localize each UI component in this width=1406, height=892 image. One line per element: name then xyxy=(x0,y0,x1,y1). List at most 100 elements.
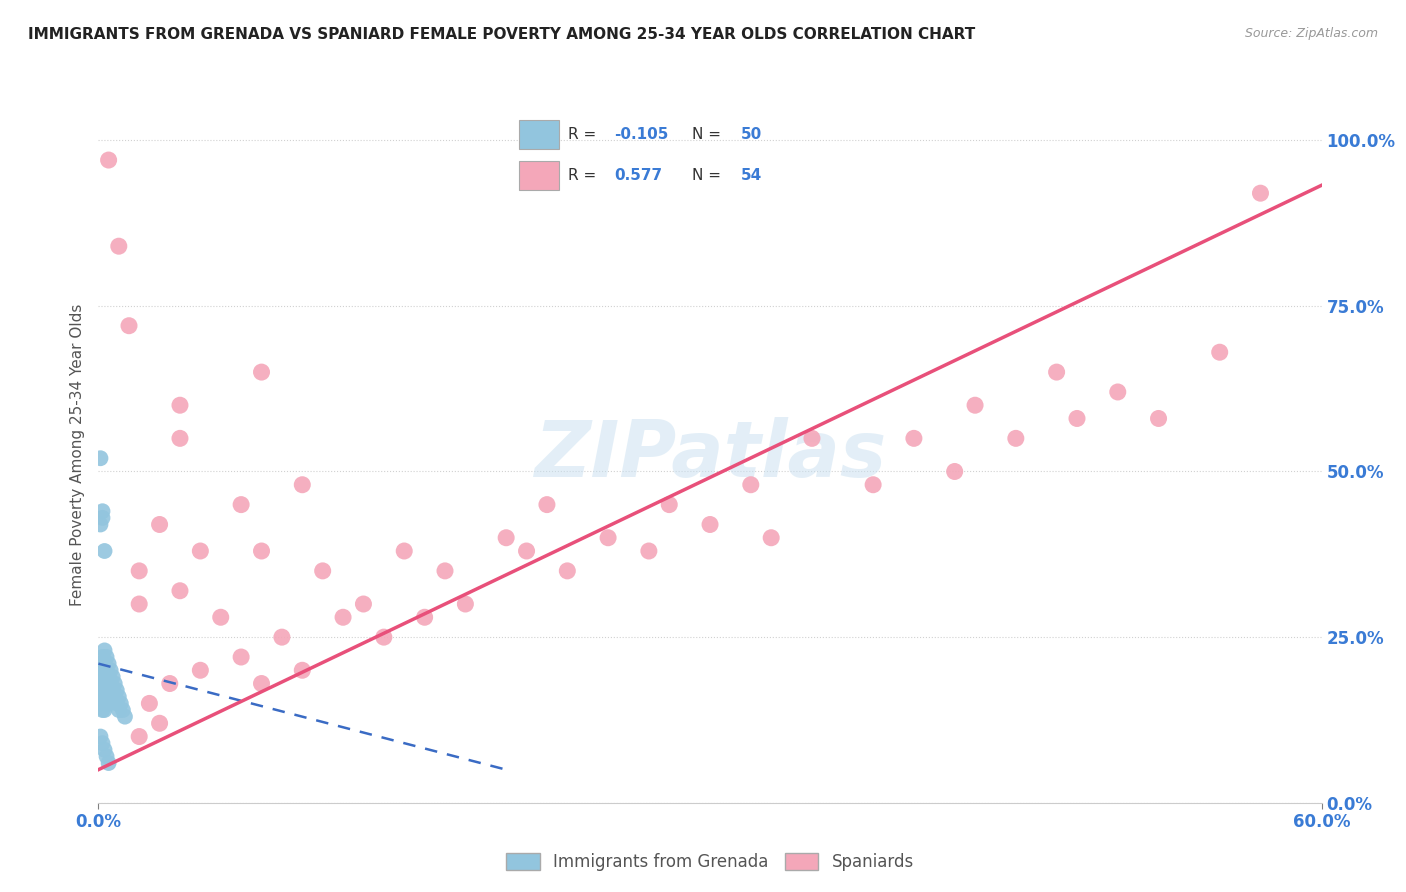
Text: IMMIGRANTS FROM GRENADA VS SPANIARD FEMALE POVERTY AMONG 25-34 YEAR OLDS CORRELA: IMMIGRANTS FROM GRENADA VS SPANIARD FEMA… xyxy=(28,27,976,42)
Point xyxy=(169,431,191,445)
Point xyxy=(97,697,120,711)
Point xyxy=(96,650,118,665)
Point xyxy=(250,676,273,690)
Text: -0.105: -0.105 xyxy=(614,128,669,142)
Point xyxy=(332,610,354,624)
Point xyxy=(169,583,191,598)
Point xyxy=(108,239,131,253)
Point xyxy=(495,531,517,545)
Point xyxy=(128,597,150,611)
Point xyxy=(637,544,661,558)
Point xyxy=(434,564,457,578)
Point xyxy=(801,431,824,445)
Text: 50: 50 xyxy=(741,128,762,142)
Point xyxy=(91,504,114,518)
Point xyxy=(118,318,141,333)
Point xyxy=(96,676,118,690)
Point xyxy=(89,451,111,466)
Point xyxy=(101,670,124,684)
Point xyxy=(1066,411,1088,425)
Point xyxy=(91,683,114,698)
Point xyxy=(89,657,111,671)
Point xyxy=(91,663,114,677)
Point xyxy=(903,431,925,445)
Point xyxy=(231,498,253,512)
Point xyxy=(96,749,118,764)
Point xyxy=(91,690,114,704)
Y-axis label: Female Poverty Among 25-34 Year Olds: Female Poverty Among 25-34 Year Olds xyxy=(69,304,84,606)
Point xyxy=(291,663,314,677)
Point xyxy=(89,676,111,690)
Point xyxy=(1147,411,1170,425)
Point xyxy=(128,730,150,744)
Point xyxy=(188,544,212,558)
Point xyxy=(1045,365,1069,379)
Point xyxy=(159,676,181,690)
Text: N =: N = xyxy=(692,169,725,183)
Point xyxy=(93,643,115,657)
Point xyxy=(97,670,120,684)
Point xyxy=(100,690,122,704)
Point xyxy=(108,703,131,717)
Point xyxy=(209,610,232,624)
Point xyxy=(291,477,314,491)
Point xyxy=(454,597,477,611)
Point xyxy=(108,690,131,704)
Point xyxy=(97,756,120,770)
Text: ZIPatlas: ZIPatlas xyxy=(534,417,886,493)
Point xyxy=(105,683,128,698)
Point xyxy=(658,498,681,512)
Point xyxy=(138,697,160,711)
Text: R =: R = xyxy=(568,169,602,183)
Point xyxy=(352,597,374,611)
Point xyxy=(149,517,172,532)
Point xyxy=(516,544,538,558)
Point xyxy=(93,663,115,677)
Point xyxy=(97,153,120,167)
Point xyxy=(91,650,114,665)
Bar xyxy=(519,120,558,149)
Bar xyxy=(519,161,558,190)
Point xyxy=(169,398,191,412)
Point xyxy=(97,683,120,698)
Point xyxy=(89,683,111,698)
Text: Source: ZipAtlas.com: Source: ZipAtlas.com xyxy=(1244,27,1378,40)
Point xyxy=(598,531,620,545)
Point xyxy=(149,716,172,731)
Point xyxy=(312,564,335,578)
Point xyxy=(91,670,114,684)
Point xyxy=(93,676,115,690)
Text: R =: R = xyxy=(568,128,602,142)
Point xyxy=(128,564,150,578)
Point xyxy=(965,398,987,412)
Point xyxy=(96,683,118,698)
Point xyxy=(89,517,111,532)
Point xyxy=(93,703,115,717)
Point xyxy=(100,676,122,690)
Point xyxy=(555,564,579,578)
Point xyxy=(392,544,416,558)
Point xyxy=(91,736,114,750)
Point xyxy=(413,610,436,624)
Point xyxy=(89,697,111,711)
Point xyxy=(270,630,294,644)
Point xyxy=(761,531,783,545)
Point xyxy=(699,517,721,532)
Point xyxy=(943,465,966,479)
Point xyxy=(111,703,134,717)
Point xyxy=(1004,431,1026,445)
Point xyxy=(91,511,114,525)
Legend: Immigrants from Grenada, Spaniards: Immigrants from Grenada, Spaniards xyxy=(499,847,921,878)
Point xyxy=(97,657,120,671)
Point xyxy=(89,730,111,744)
Point xyxy=(96,663,118,677)
Point xyxy=(105,697,128,711)
Point xyxy=(1209,345,1232,359)
Point xyxy=(188,663,212,677)
Text: 54: 54 xyxy=(741,169,762,183)
Point xyxy=(93,544,115,558)
Point xyxy=(93,657,115,671)
Text: N =: N = xyxy=(692,128,725,142)
Point xyxy=(862,477,884,491)
Point xyxy=(1249,186,1271,201)
